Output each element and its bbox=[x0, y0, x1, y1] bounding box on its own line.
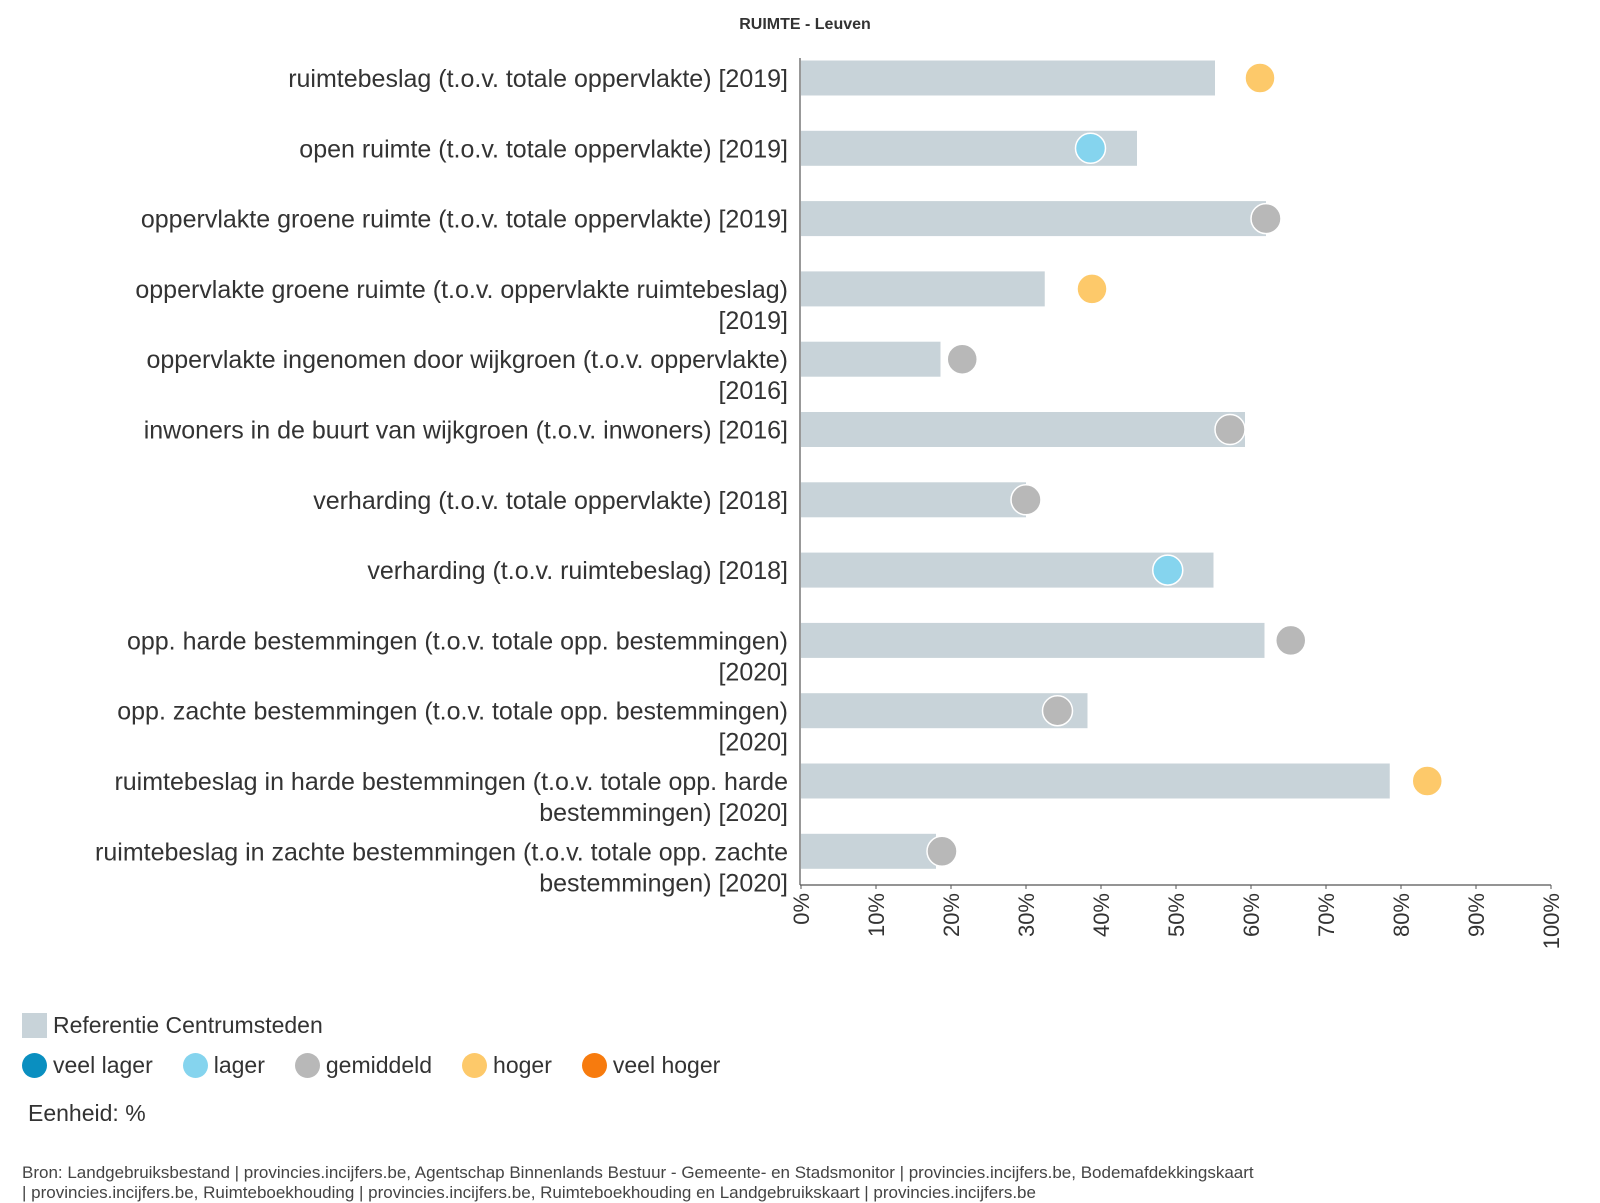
legend-dot bbox=[294, 1052, 320, 1078]
reference-bar bbox=[801, 201, 1266, 237]
legend-item: lager bbox=[182, 1051, 265, 1079]
value-dot[interactable] bbox=[1152, 554, 1184, 586]
category-label: verharding (t.o.v. ruimtebeslag) [2018] bbox=[367, 557, 788, 585]
category-label: oppervlakte groene ruimte (t.o.v. opperv… bbox=[135, 276, 788, 335]
x-tick-label: 20% bbox=[939, 893, 964, 937]
x-axis: 0% 10% 20% 30% 40% 50% 60% 70% 80% 90% 100% bbox=[789, 58, 1564, 949]
reference-bar bbox=[801, 833, 936, 869]
x-tick-label: 70% bbox=[1314, 893, 1339, 937]
legend-item-label: hoger bbox=[493, 1051, 552, 1078]
category-label: verharding (t.o.v. totale oppervlakte) [… bbox=[313, 487, 788, 515]
value-dot[interactable] bbox=[1411, 765, 1443, 797]
legend: Referentie Centrumsteden veel lager lager… bbox=[22, 1010, 750, 1090]
category-label: ruimtebeslag in harde bestemmingen (t.o.… bbox=[114, 768, 788, 827]
value-dot[interactable] bbox=[1250, 202, 1282, 235]
x-tick-label: 100% bbox=[1539, 893, 1564, 949]
category-label: opp. harde bestemmingen (t.o.v. totale o… bbox=[127, 627, 788, 686]
unit-label: Eenheid: % bbox=[28, 1100, 146, 1126]
value-dot[interactable] bbox=[1076, 273, 1108, 305]
value-dot[interactable] bbox=[1041, 694, 1074, 727]
legend-item-label: veel lager bbox=[53, 1051, 153, 1078]
legend-dot bbox=[581, 1052, 607, 1078]
value-dot[interactable] bbox=[1010, 484, 1042, 516]
category-label: ruimtebeslag (t.o.v. totale oppervlakte)… bbox=[288, 65, 788, 93]
legend-dot bbox=[462, 1052, 488, 1078]
value-dot[interactable] bbox=[1214, 413, 1246, 446]
chart-title: RUIMTE - Leuven bbox=[739, 16, 871, 33]
reference-swatch bbox=[22, 1012, 47, 1038]
legend-reference-row: Referentie Centrumsteden bbox=[22, 1010, 750, 1040]
value-dot[interactable] bbox=[946, 343, 978, 375]
reference-bar bbox=[801, 341, 941, 377]
reference-bar bbox=[801, 693, 1088, 729]
legend-item: veel hoger bbox=[581, 1051, 721, 1079]
category-label: opp. zachte bestemmingen (t.o.v. totale … bbox=[117, 698, 788, 757]
reference-bar bbox=[801, 60, 1215, 96]
reference-bar bbox=[801, 482, 1026, 518]
legend-item-label: lager bbox=[213, 1051, 265, 1078]
reference-bar bbox=[801, 622, 1265, 658]
legend-dot bbox=[22, 1052, 47, 1078]
x-tick-label: 10% bbox=[864, 893, 889, 937]
value-dot[interactable] bbox=[1074, 132, 1107, 165]
category-label: ruimtebeslag in zachte bestemmingen (t.o… bbox=[95, 838, 788, 897]
category-label: oppervlakte ingenomen door wijkgroen (t.… bbox=[146, 346, 788, 405]
x-tick-label: 50% bbox=[1164, 893, 1189, 937]
category-label: open ruimte (t.o.v. totale oppervlakte) … bbox=[299, 135, 788, 163]
reference-bar bbox=[801, 412, 1245, 447]
value-dot[interactable] bbox=[926, 835, 958, 868]
reference-bar bbox=[801, 271, 1045, 307]
legend-item-label: gemiddeld bbox=[325, 1051, 433, 1078]
x-tick-label: 40% bbox=[1089, 893, 1114, 937]
x-tick-label: 60% bbox=[1239, 893, 1264, 937]
reference-bars bbox=[801, 60, 1390, 869]
category-label: oppervlakte groene ruimte (t.o.v. totale… bbox=[141, 206, 788, 234]
x-tick-label: 0% bbox=[789, 893, 814, 925]
legend-reference-label: Referentie Centrumsteden bbox=[53, 1011, 323, 1038]
source-note: Bron: Landgebruiksbestand | provincies.i… bbox=[22, 1163, 1254, 1202]
legend-item: veel lager bbox=[22, 1052, 153, 1079]
category-label: inwoners in de buurt van wijkgroen (t.o.… bbox=[144, 417, 788, 445]
x-tick-label: 90% bbox=[1464, 893, 1489, 937]
x-tick-label: 30% bbox=[1014, 893, 1039, 937]
leuven-dots bbox=[926, 62, 1443, 868]
legend-item: gemiddeld bbox=[294, 1051, 433, 1079]
category-labels: ruimtebeslag (t.o.v. totale oppervlakte)… bbox=[95, 65, 788, 897]
reference-bar bbox=[801, 763, 1390, 799]
value-dot[interactable] bbox=[1244, 62, 1276, 94]
x-tick-label: 80% bbox=[1389, 893, 1414, 937]
bar-chart: ruimtebeslag (t.o.v. totale oppervlakte)… bbox=[95, 58, 1564, 949]
legend-dot bbox=[182, 1052, 208, 1078]
legend-classes-row: veel lager lager gemiddeld hoger veel hoger bbox=[22, 1050, 750, 1080]
legend-item-label: veel hoger bbox=[612, 1051, 721, 1078]
value-dot[interactable] bbox=[1275, 624, 1307, 657]
reference-bar bbox=[801, 552, 1214, 588]
legend-item: hoger bbox=[462, 1052, 552, 1079]
